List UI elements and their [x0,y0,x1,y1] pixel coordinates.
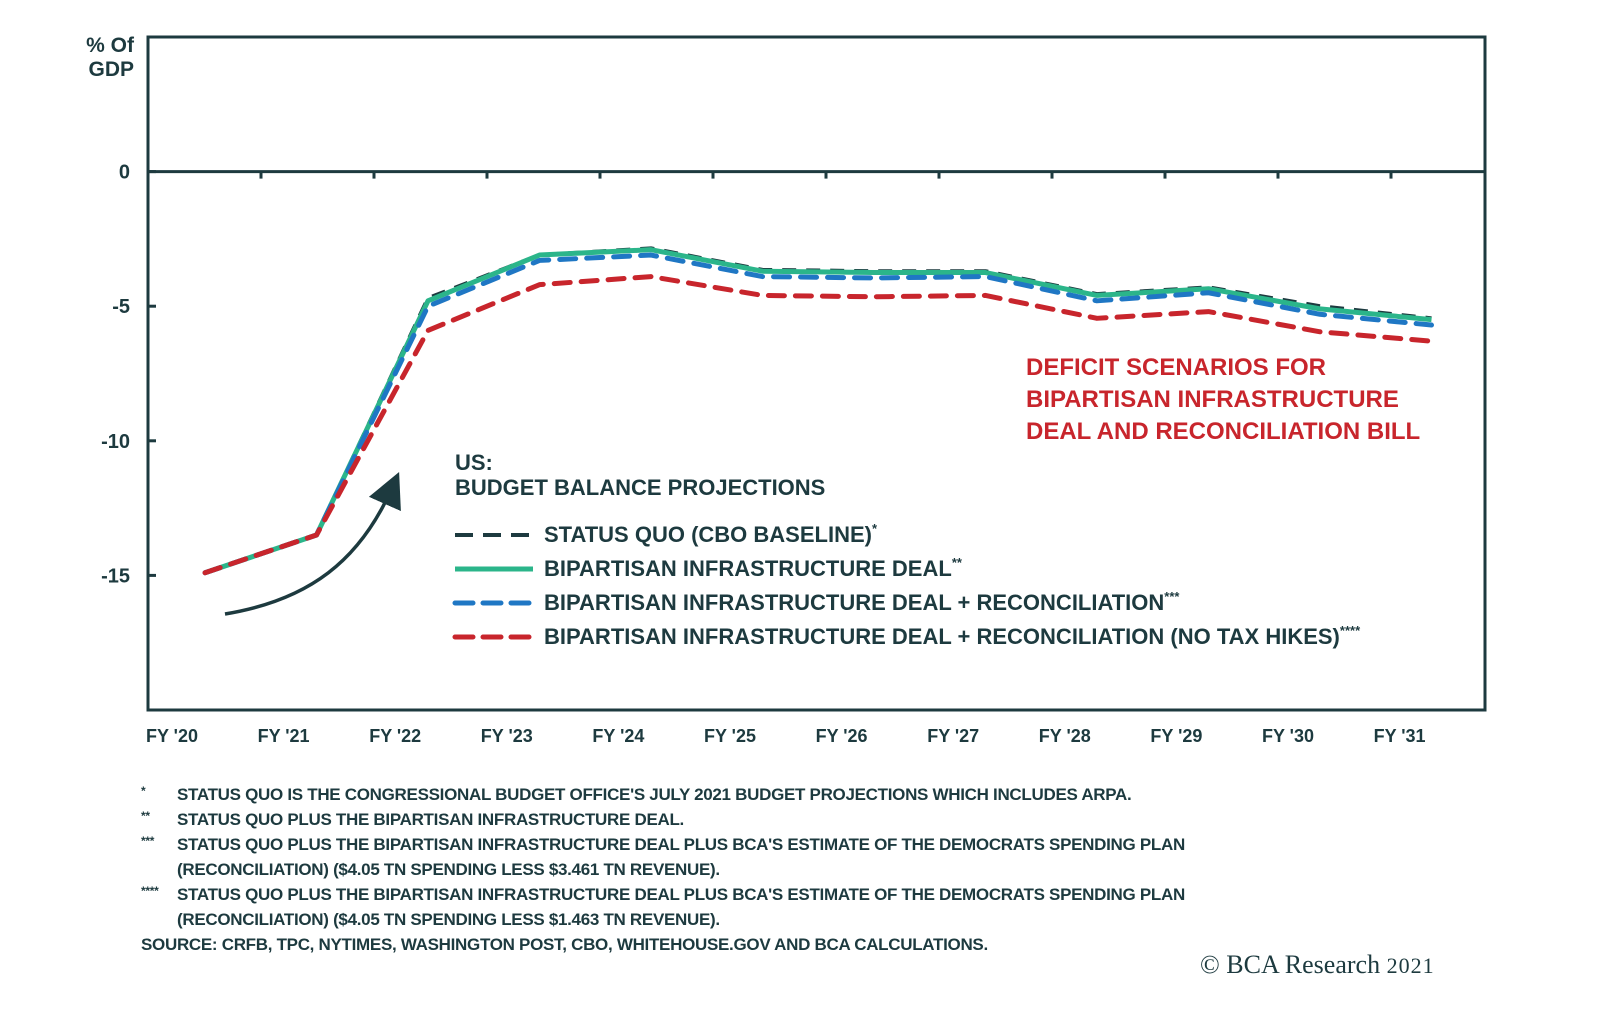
x-tick-label: FY '20 [146,726,198,746]
footnote-marker: ** [141,809,150,823]
x-tick-label: FY '31 [1374,726,1426,746]
annotation-line: DEFICIT SCENARIOS FOR [1026,354,1326,381]
y-tick-label: -10 [101,431,130,453]
footnote-marker: * [141,784,146,798]
y-axis-label-line1: % Of [86,34,135,57]
footnote-line: *** STATUS QUO PLUS THE BIPARTISAN INFRAS… [141,832,1481,857]
x-tick-label: FY '27 [927,726,979,746]
copyright: © BCA Research 2021 [1200,950,1435,980]
x-tick-label: FY '29 [1150,726,1202,746]
plot-frame [146,35,1487,712]
deficit-annotation: DEFICIT SCENARIOS FOR BIPARTISAN INFRAST… [1026,354,1420,445]
y-tick-label: 0 [119,162,130,184]
legend-label: STATUS QUO (CBO BASELINE)* [544,521,878,547]
footnote-text: (RECONCILIATION) ($4.05 TN SPENDING LESS… [177,860,720,879]
x-tick-label: FY '28 [1039,726,1091,746]
footnote-marker: *** [141,834,155,848]
footnote-text: (RECONCILIATION) ($4.05 TN SPENDING LESS… [177,910,720,929]
footnote-text: STATUS QUO PLUS THE BIPARTISAN INFRASTRU… [177,835,1185,854]
footnote-line: **** STATUS QUO PLUS THE BIPARTISAN INFRA… [141,882,1481,907]
copyright-symbol: © [1200,950,1220,979]
footnote-text: STATUS QUO IS THE CONGRESSIONAL BUDGET O… [177,785,1132,804]
y-tick-label: -5 [112,296,130,318]
chart-title-line2: BUDGET BALANCE PROJECTIONS [455,475,825,500]
legend-label: BIPARTISAN INFRASTRUCTURE DEAL** [544,555,963,581]
x-tick-label: FY '26 [816,726,868,746]
footnote-text: STATUS QUO PLUS THE BIPARTISAN INFRASTRU… [177,810,684,829]
footnote-marker [141,857,177,882]
chart-title-line1: US: [455,450,493,475]
footnote-marker [141,907,177,932]
legend-label: BIPARTISAN INFRASTRUCTURE DEAL + RECONCI… [544,589,1180,615]
footnote-line: (RECONCILIATION) ($4.05 TN SPENDING LESS… [141,907,1481,932]
x-tick-label: FY '21 [258,726,310,746]
x-tick-label: FY '22 [369,726,421,746]
trend-arrow-icon [224,472,401,616]
footnote-marker: **** [141,884,159,898]
x-tick-label: FY '25 [704,726,756,746]
x-tick-label: FY '30 [1262,726,1314,746]
source-note: SOURCE: CRFB, TPC, NYTIMES, WASHINGTON P… [141,935,988,954]
y-axis-label-line2: GDP [88,58,134,81]
annotation-line: BIPARTISAN INFRASTRUCTURE [1026,386,1399,413]
footnote-text: STATUS QUO PLUS THE BIPARTISAN INFRASTRU… [177,885,1185,904]
y-tick-label: -15 [101,565,130,587]
series-line-3 [202,274,1434,576]
budget-balance-chart: FY '20 FY '21 FY '22 FY '23 FY '24 FY '25 FY '… [86,34,1487,746]
footnote-line: ** STATUS QUO PLUS THE BIPARTISAN INFRAST… [141,807,1481,832]
legend-label: BIPARTISAN INFRASTRUCTURE DEAL + RECONCI… [544,623,1361,649]
footnote-line: * STATUS QUO IS THE CONGRESSIONAL BUDGET … [141,782,1481,807]
copyright-year: 2021 [1386,953,1435,978]
x-tick-label: FY '23 [481,726,533,746]
brand-name: BCA Research [1226,950,1381,979]
annotation-line: DEAL AND RECONCILIATION BILL [1026,418,1420,445]
footnote-line: (RECONCILIATION) ($4.05 TN SPENDING LESS… [141,857,1481,882]
x-tick-label: FY '24 [592,726,644,746]
legend: STATUS QUO (CBO BASELINE)* BIPARTISAN INF… [452,521,1361,649]
series-line-2 [202,252,1434,576]
footnotes: * STATUS QUO IS THE CONGRESSIONAL BUDGET … [141,782,1481,957]
